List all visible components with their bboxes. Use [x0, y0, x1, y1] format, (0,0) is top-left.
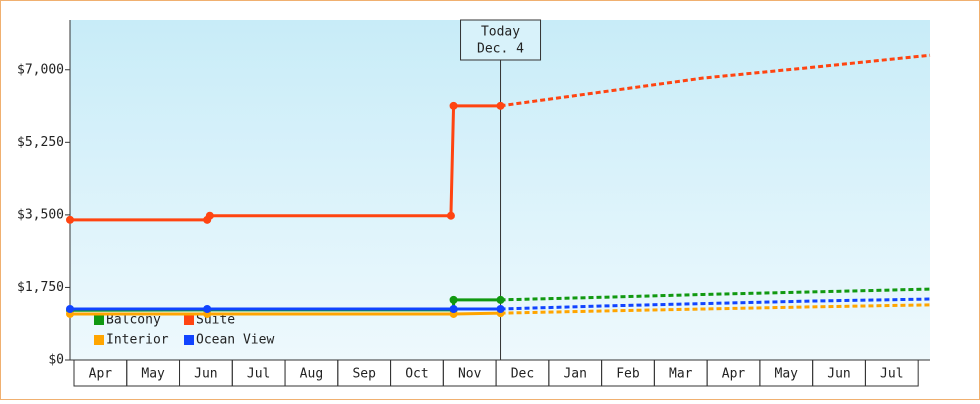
x-tick-label: Jun	[827, 367, 850, 382]
legend-swatch	[94, 335, 104, 345]
point	[66, 305, 74, 313]
today-box	[460, 19, 542, 61]
x-tick-label: May	[141, 367, 165, 382]
point	[449, 295, 458, 304]
legend-label: Balcony	[106, 313, 161, 328]
projection-line	[500, 297, 931, 311]
today-label: Dec. 4	[477, 42, 524, 57]
point	[496, 295, 505, 304]
point	[446, 211, 455, 220]
legend-swatch	[94, 315, 104, 325]
x-tick-label: Apr	[89, 367, 113, 382]
x-tick-box	[864, 359, 919, 387]
projection-line	[500, 53, 931, 108]
point	[449, 101, 458, 110]
x-tick-label: Apr	[722, 367, 746, 382]
x-tick-label: Aug	[300, 367, 323, 382]
point	[66, 215, 74, 224]
x-tick-label: May	[775, 367, 799, 382]
x-tick-label: Oct	[405, 367, 428, 382]
y-tick-label: $3,500	[17, 207, 64, 222]
legend-label: Ocean View	[196, 333, 274, 348]
y-tick-label: $0	[48, 353, 64, 368]
y-tick-label: $1,750	[17, 280, 64, 295]
point	[205, 211, 214, 220]
x-tick-label: Jul	[880, 367, 903, 382]
x-tick-label: Sep	[352, 367, 376, 382]
x-tick-label: Jul	[247, 367, 270, 382]
point	[203, 305, 212, 313]
x-tick-label: Jan	[563, 367, 586, 382]
x-tick-label: Jun	[194, 367, 217, 382]
y-tick-label: $5,250	[17, 135, 64, 150]
x-tick-label: Dec	[511, 367, 534, 382]
today-label: Today	[481, 25, 520, 40]
x-tick-label: Feb	[616, 367, 640, 382]
projection-line	[500, 303, 931, 315]
x-tick-label: Mar	[669, 367, 693, 382]
projection-line	[500, 287, 931, 302]
point	[496, 305, 505, 313]
legend-swatch	[184, 315, 194, 325]
point	[449, 305, 458, 313]
legend-label: Interior	[106, 333, 169, 348]
legend-swatch	[184, 335, 194, 345]
series-line	[70, 104, 501, 222]
y-tick-label: $7,000	[17, 62, 64, 77]
series-line	[70, 311, 501, 316]
point	[496, 101, 505, 110]
x-tick-label: Nov	[458, 367, 482, 382]
